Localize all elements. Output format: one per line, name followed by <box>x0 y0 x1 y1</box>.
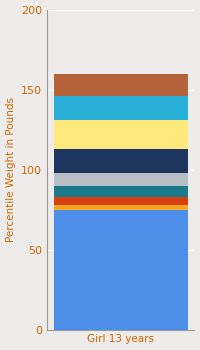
Bar <box>54 74 188 96</box>
Y-axis label: Percentile Weight in Pounds: Percentile Weight in Pounds <box>6 97 16 242</box>
Bar <box>54 205 188 210</box>
Bar <box>54 210 188 330</box>
Bar <box>54 197 188 205</box>
Bar <box>54 149 188 173</box>
Bar <box>54 173 188 186</box>
Bar <box>54 186 188 197</box>
Bar <box>54 96 188 120</box>
Bar <box>54 120 188 149</box>
